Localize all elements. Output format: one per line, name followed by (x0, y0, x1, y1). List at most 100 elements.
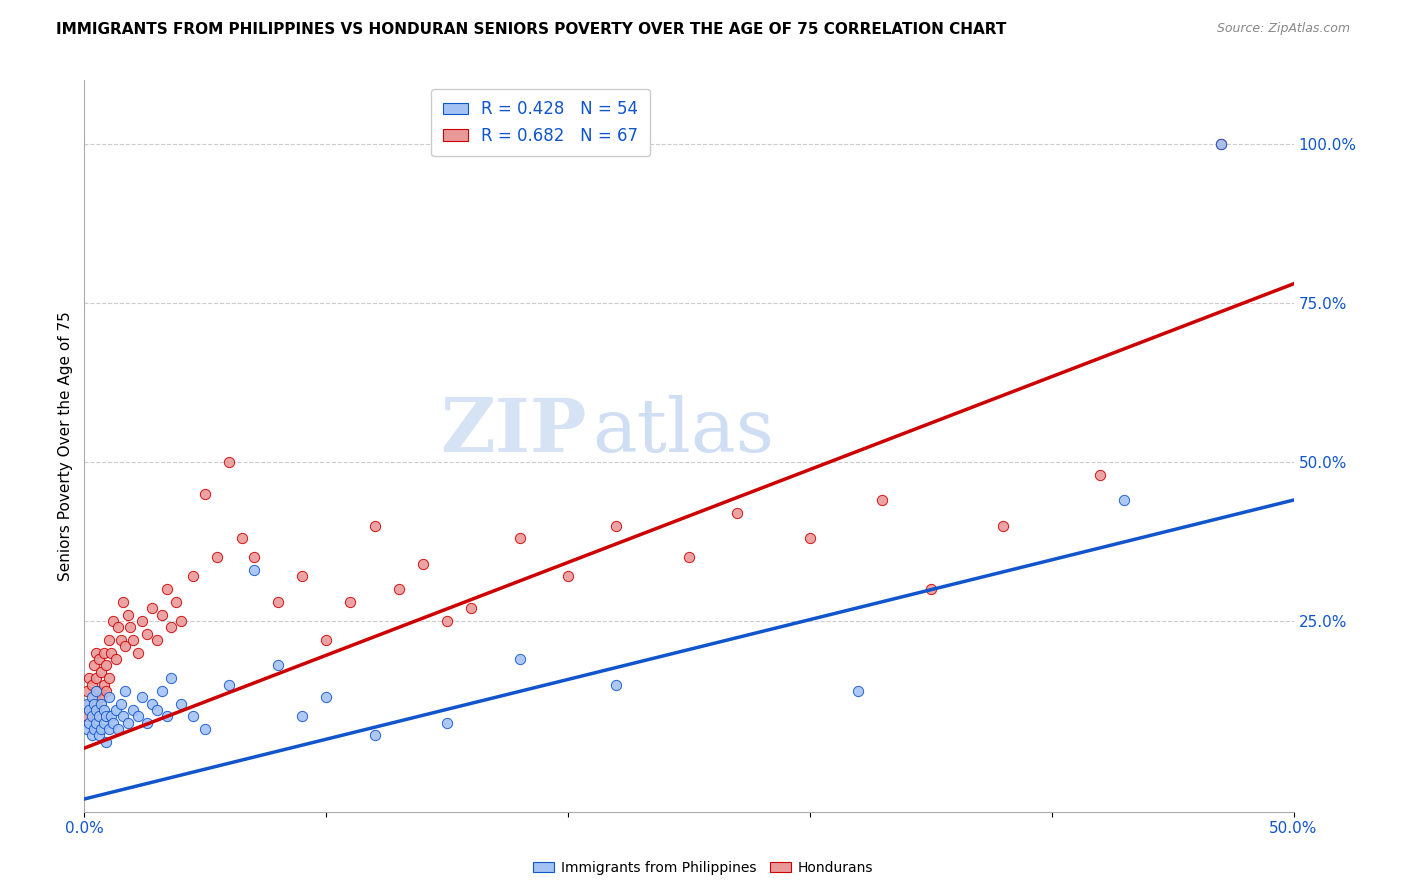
Point (97, 632, 120, 647)
Point (872, 493, 894, 508)
Legend: Immigrants from Philippines, Hondurans: Immigrants from Philippines, Hondurans (527, 855, 879, 880)
Point (557, 569, 579, 583)
Point (1209, 136, 1232, 151)
Text: Source: ZipAtlas.com: Source: ZipAtlas.com (1216, 22, 1350, 36)
Point (1114, 493, 1136, 508)
Point (80, 703, 103, 717)
Point (90, 690, 112, 705)
Point (77, 703, 100, 717)
Point (77, 715, 100, 730)
Point (93, 677, 115, 691)
Point (120, 620, 142, 634)
Y-axis label: Seniors Poverty Over the Age of 75: Seniors Poverty Over the Age of 75 (58, 311, 73, 581)
Point (77, 671, 100, 685)
Point (388, 582, 411, 596)
Point (100, 709, 122, 723)
Point (218, 677, 240, 691)
Point (141, 697, 163, 711)
Point (114, 640, 136, 654)
Point (104, 652, 127, 666)
Text: ZIP: ZIP (440, 395, 586, 468)
Point (93, 715, 115, 730)
Point (170, 697, 193, 711)
Point (267, 595, 290, 609)
Point (117, 607, 139, 622)
Point (150, 684, 173, 698)
Point (993, 518, 1015, 533)
Point (436, 715, 458, 730)
Point (460, 601, 482, 615)
Point (131, 690, 153, 705)
Point (104, 703, 127, 717)
Point (94, 735, 117, 749)
Legend: R = 0.428   N = 54, R = 0.682   N = 67: R = 0.428 N = 54, R = 0.682 N = 67 (432, 88, 650, 156)
Point (76, 684, 98, 698)
Point (136, 715, 159, 730)
Point (194, 722, 217, 736)
Point (86, 646, 108, 660)
Point (678, 550, 700, 565)
Point (170, 614, 193, 628)
Point (846, 684, 869, 698)
Point (218, 455, 240, 469)
Point (509, 531, 531, 545)
Point (112, 595, 135, 609)
Point (94, 709, 117, 723)
Point (80, 709, 103, 723)
Point (509, 652, 531, 666)
Point (86, 684, 108, 698)
Point (117, 715, 139, 730)
Point (103, 614, 125, 628)
Point (97, 671, 120, 685)
Point (76, 709, 98, 723)
Point (87, 728, 110, 742)
Point (231, 531, 253, 545)
Point (87, 652, 110, 666)
Point (80, 690, 103, 705)
Point (86, 697, 108, 711)
Point (83, 690, 105, 705)
Point (181, 709, 204, 723)
Point (146, 703, 169, 717)
Point (112, 709, 135, 723)
Point (605, 677, 627, 691)
Point (1209, 136, 1232, 151)
Point (83, 697, 105, 711)
Point (127, 709, 149, 723)
Point (94, 684, 117, 698)
Point (363, 728, 385, 742)
Point (141, 601, 163, 615)
Point (107, 722, 129, 736)
Point (291, 709, 314, 723)
Point (242, 550, 264, 565)
Point (110, 697, 132, 711)
Point (412, 557, 434, 571)
Point (100, 646, 122, 660)
Point (90, 722, 112, 736)
Point (315, 632, 337, 647)
Point (121, 703, 143, 717)
Text: atlas: atlas (592, 395, 775, 468)
Point (93, 646, 115, 660)
Point (97, 722, 120, 736)
Point (160, 671, 183, 685)
Point (83, 658, 105, 673)
Point (160, 620, 183, 634)
Point (155, 709, 177, 723)
Point (76, 697, 98, 711)
Point (146, 632, 169, 647)
Point (83, 722, 105, 736)
Text: IMMIGRANTS FROM PHILIPPINES VS HONDURAN SENIORS POVERTY OVER THE AGE OF 75 CORRE: IMMIGRANTS FROM PHILIPPINES VS HONDURAN … (56, 22, 1007, 37)
Point (103, 715, 125, 730)
Point (207, 550, 229, 565)
Point (87, 684, 110, 698)
Point (165, 595, 187, 609)
Point (194, 486, 217, 500)
Point (363, 518, 385, 533)
Point (90, 697, 112, 711)
Point (77, 697, 100, 711)
Point (291, 569, 314, 583)
Point (90, 665, 112, 679)
Point (242, 563, 264, 577)
Point (150, 607, 173, 622)
